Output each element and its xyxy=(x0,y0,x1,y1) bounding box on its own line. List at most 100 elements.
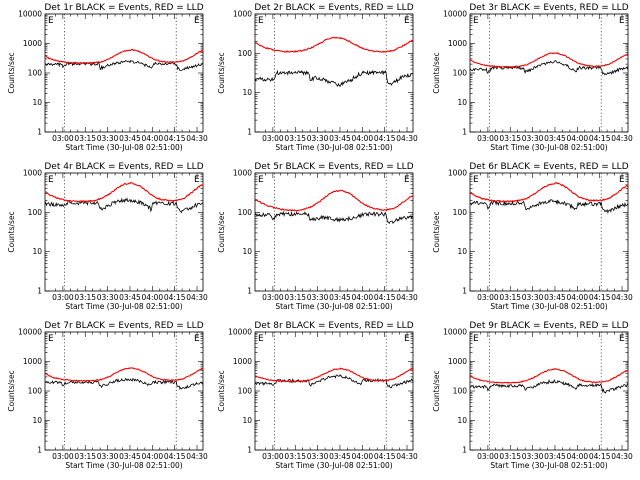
events-series-line xyxy=(44,197,204,214)
x-tick-label: 04:15 xyxy=(164,134,186,143)
y-tick-label: 1 xyxy=(247,128,252,137)
panel-det-1: Det 1r BLACK = Events, RED = LLD 1 10 100 10… xyxy=(7,3,208,152)
plot-frame xyxy=(469,172,629,292)
plot-frame xyxy=(254,13,414,133)
y-tick-label: 1 xyxy=(247,287,252,296)
marker-left: E xyxy=(48,16,54,26)
x-tick-label: 03:30 xyxy=(307,293,329,302)
y-tick-label: 10000 xyxy=(443,10,467,19)
y-tick-label: 100 xyxy=(238,387,253,396)
y-tick-label: 10 xyxy=(457,416,467,425)
x-tick-label: 04:15 xyxy=(164,293,186,302)
x-tick-label: 03:45 xyxy=(329,293,351,302)
x-tick-label: 04:30 xyxy=(396,452,418,461)
marker-right: E xyxy=(194,16,200,26)
panel-det-4: Det 4r BLACK = Events, RED = LLD 1 10 100 10… xyxy=(7,162,208,311)
y-axis-label: Counts/sec xyxy=(217,52,226,93)
panel-title: Det 5r BLACK = Events, RED = LLD xyxy=(254,162,413,172)
x-tick-label: 04:15 xyxy=(374,452,396,461)
y-tick-label: 100 xyxy=(28,69,43,78)
marker-left: E xyxy=(258,175,264,185)
x-tick-label: 03:30 xyxy=(522,452,544,461)
x-tick-label: 03:00 xyxy=(52,293,74,302)
x-axis-label: Start Time (30-Jul-08 02:51:00) xyxy=(275,302,392,311)
lld-series-line xyxy=(254,189,414,212)
marker-right: E xyxy=(404,334,410,344)
panel-det-8: Det 8r BLACK = Events, RED = LLD 1 10 100 10… xyxy=(217,321,418,470)
plot-frame xyxy=(469,331,629,451)
y-axis-label: Counts/sec xyxy=(217,370,226,411)
x-tick-label: 03:00 xyxy=(262,134,284,143)
x-axis-label: Start Time (30-Jul-08 02:51:00) xyxy=(65,461,182,470)
y-tick-label: 100 xyxy=(238,49,253,58)
x-tick-label: 03:30 xyxy=(97,452,119,461)
y-tick-label: 1 xyxy=(462,446,467,455)
x-tick-label: 04:00 xyxy=(142,452,164,461)
lld-series-line xyxy=(254,367,414,383)
x-tick-label: 03:30 xyxy=(522,134,544,143)
x-tick-label: 03:45 xyxy=(329,134,351,143)
x-tick-label: 03:30 xyxy=(522,293,544,302)
events-series-line xyxy=(469,199,629,214)
x-axis-label: Start Time (30-Jul-08 02:51:00) xyxy=(490,143,607,152)
y-axis-label: Counts/sec xyxy=(7,211,16,252)
marker-left: E xyxy=(48,175,54,185)
panel-title: Det 4r BLACK = Events, RED = LLD xyxy=(44,162,203,172)
lld-series-line xyxy=(44,49,204,65)
y-tick-label: 100 xyxy=(28,387,43,396)
y-tick-label: 1 xyxy=(462,128,467,137)
marker-right: E xyxy=(404,175,410,185)
y-tick-label: 1 xyxy=(462,287,467,296)
lld-series-line xyxy=(469,368,629,384)
x-tick-label: 04:00 xyxy=(142,293,164,302)
x-tick-label: 03:45 xyxy=(544,134,566,143)
y-tick-label: 100 xyxy=(238,208,253,217)
x-tick-label: 03:15 xyxy=(284,452,306,461)
plot-frame xyxy=(254,172,414,292)
panel-det-5: Det 5r BLACK = Events, RED = LLD 1 10 100 10… xyxy=(217,162,418,311)
panel-det-9: Det 9r BLACK = Events, RED = LLD 1 10 100 10… xyxy=(432,321,633,470)
x-tick-label: 03:15 xyxy=(499,134,521,143)
y-tick-label: 1 xyxy=(37,446,42,455)
plot-frame xyxy=(44,331,204,451)
x-tick-label: 04:15 xyxy=(589,452,611,461)
y-axis-label: Counts/sec xyxy=(432,52,441,93)
x-axis-label: Start Time (30-Jul-08 02:51:00) xyxy=(275,143,392,152)
y-tick-label: 1 xyxy=(37,128,42,137)
x-tick-label: 04:15 xyxy=(374,293,396,302)
y-tick-label: 10000 xyxy=(443,328,467,337)
panel-title: Det 6r BLACK = Events, RED = LLD xyxy=(469,162,628,172)
marker-left: E xyxy=(473,175,479,185)
x-tick-label: 03:00 xyxy=(52,452,74,461)
x-tick-label: 04:00 xyxy=(352,293,374,302)
panel-det-7: Det 7r BLACK = Events, RED = LLD 1 10 100 10… xyxy=(7,321,208,470)
lld-series-line xyxy=(470,52,629,69)
y-tick-label: 1000 xyxy=(233,169,252,178)
x-tick-label: 04:00 xyxy=(352,452,374,461)
y-tick-label: 1000 xyxy=(23,357,42,366)
lld-series-line xyxy=(469,181,629,203)
x-tick-label: 03:15 xyxy=(74,134,96,143)
lld-series-line xyxy=(44,181,204,203)
x-tick-label: 03:30 xyxy=(307,134,329,143)
events-series-line xyxy=(469,60,629,76)
x-tick-label: 03:45 xyxy=(119,293,141,302)
x-tick-label: 03:15 xyxy=(74,293,96,302)
x-tick-label: 04:15 xyxy=(374,134,396,143)
y-tick-label: 10 xyxy=(32,98,42,107)
x-tick-label: 04:30 xyxy=(611,293,633,302)
x-tick-label: 03:30 xyxy=(97,134,119,143)
panel-det-3: Det 3r BLACK = Events, RED = LLD 1 10 100 10… xyxy=(432,3,633,152)
y-tick-label: 10 xyxy=(457,247,467,256)
marker-right: E xyxy=(194,334,200,344)
lld-series-line xyxy=(44,367,204,382)
panel-title: Det 8r BLACK = Events, RED = LLD xyxy=(254,321,413,331)
x-tick-label: 03:15 xyxy=(499,293,521,302)
panel-det-6: Det 6r BLACK = Events, RED = LLD 1 10 100 10… xyxy=(432,162,633,311)
lld-series-line xyxy=(254,36,414,53)
y-tick-label: 100 xyxy=(453,387,468,396)
plot-frame xyxy=(254,331,414,451)
plot-frame xyxy=(44,13,204,133)
x-tick-label: 04:15 xyxy=(589,134,611,143)
y-tick-label: 10 xyxy=(32,247,42,256)
